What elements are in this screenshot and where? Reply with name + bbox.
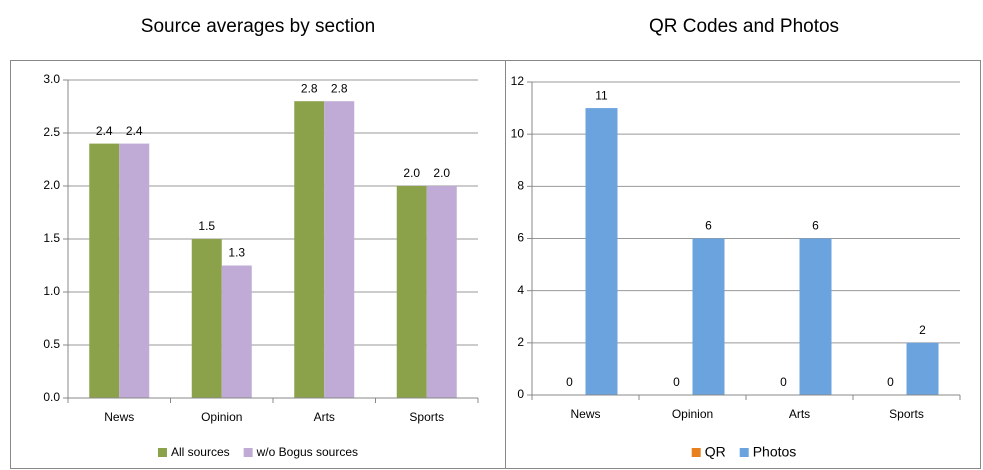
x-tick-label: Arts — [314, 410, 335, 424]
x-tick-label: Opinion — [672, 407, 713, 421]
x-tick-label: News — [104, 410, 134, 424]
data-label: 0 — [780, 375, 787, 389]
y-tick-label: 2.5 — [43, 125, 60, 139]
data-label: 6 — [812, 219, 819, 233]
y-tick-label: 1.0 — [43, 284, 60, 298]
chart-title: QR Codes and Photos — [649, 16, 839, 37]
y-tick-label: 10 — [511, 126, 525, 140]
chart-frame — [505, 60, 981, 469]
legend-swatch — [691, 448, 701, 457]
y-tick-label: 1.5 — [43, 231, 60, 245]
x-tick-label: Sports — [889, 407, 924, 421]
bar — [426, 186, 457, 398]
legend-label: Photos — [753, 444, 797, 460]
data-label: 2.8 — [301, 81, 318, 95]
bar — [906, 342, 939, 395]
bar — [119, 143, 150, 398]
y-tick-label: 2 — [517, 335, 524, 349]
data-label: 0 — [566, 375, 573, 389]
y-tick-label: 6 — [517, 231, 524, 245]
x-tick-label: Arts — [789, 407, 810, 421]
data-label: 2.0 — [433, 166, 450, 180]
data-label: 11 — [595, 88, 608, 102]
y-tick-label: 0.0 — [43, 390, 60, 404]
data-label: 0 — [673, 375, 680, 389]
legend-label: QR — [705, 444, 726, 460]
bar — [396, 186, 427, 398]
y-tick-label: 3.0 — [43, 72, 60, 86]
chart-title: Source averages by section — [141, 16, 375, 37]
x-tick-label: Sports — [409, 410, 444, 424]
data-label: 2.0 — [403, 166, 420, 180]
bar — [89, 143, 120, 398]
legend-label: All sources — [171, 445, 230, 459]
data-label: 0 — [887, 375, 894, 389]
data-label: 2.8 — [331, 81, 348, 95]
bar — [324, 101, 355, 398]
legend-label: w/o Bogus sources — [256, 445, 358, 459]
bar — [191, 239, 222, 398]
bar — [799, 238, 832, 395]
y-tick-label: 0 — [517, 387, 524, 401]
data-label: 6 — [705, 219, 712, 233]
bar — [692, 238, 725, 395]
data-label: 1.3 — [228, 246, 245, 260]
y-tick-label: 12 — [511, 74, 525, 88]
data-label: 1.5 — [198, 219, 215, 233]
data-label: 2.4 — [96, 124, 113, 138]
bar — [221, 265, 252, 398]
x-tick-label: Opinion — [201, 410, 242, 424]
legend-swatch — [243, 448, 253, 457]
legend-swatch — [157, 448, 167, 457]
y-tick-label: 4 — [517, 283, 524, 297]
bar — [585, 108, 618, 395]
data-label: 2 — [919, 323, 926, 337]
x-tick-label: News — [570, 407, 600, 421]
data-label: 2.4 — [126, 124, 143, 138]
y-tick-label: 2.0 — [43, 178, 60, 192]
legend-swatch — [739, 448, 749, 457]
y-tick-label: 0.5 — [43, 337, 60, 351]
bar — [294, 101, 325, 398]
y-tick-label: 8 — [517, 179, 524, 193]
